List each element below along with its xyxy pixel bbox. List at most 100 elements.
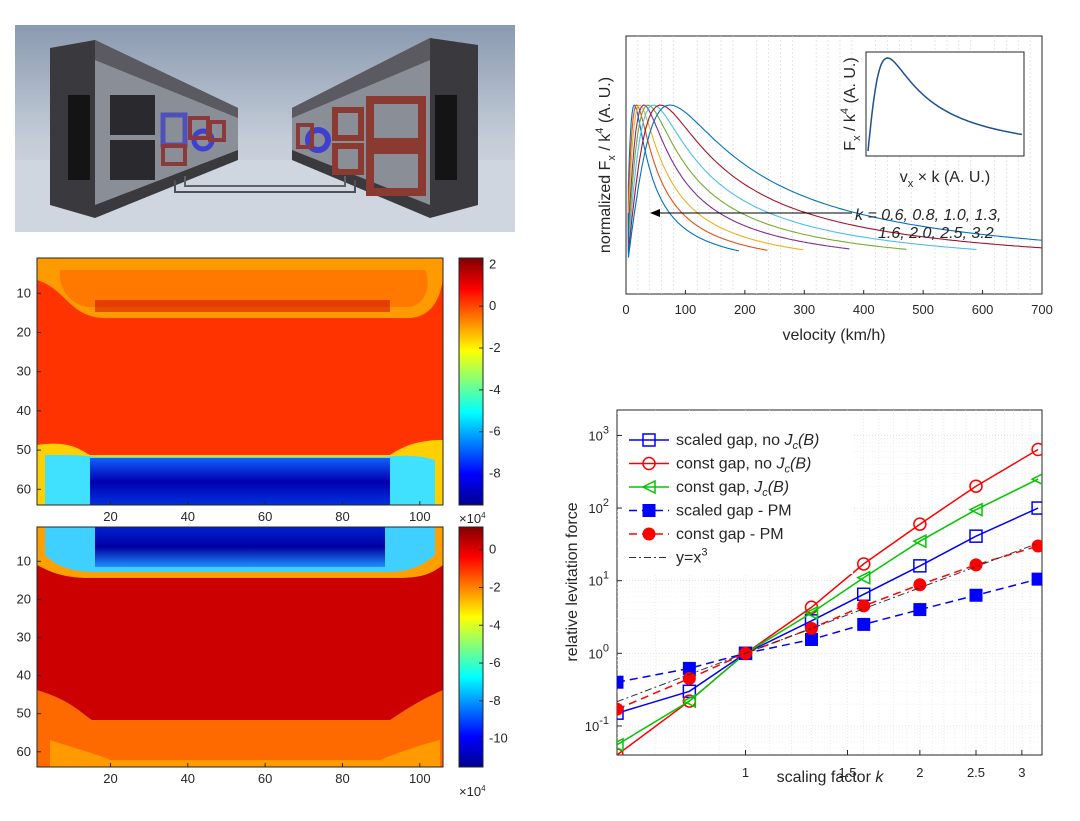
heatmap-y-tick-label: 10 [17, 285, 31, 300]
levitation-point-1-4 [856, 557, 871, 571]
levitation-series-line-5 [617, 542, 1039, 703]
colorbar-tick-label: -2 [489, 340, 501, 355]
velocity-curve-k-3.2 [627, 104, 1042, 258]
inset-x-label: vx × k (A. U.) [900, 169, 990, 190]
levitation-point-4-6 [969, 558, 983, 572]
levitation-point-3-4 [857, 617, 871, 631]
velocity-curves [627, 104, 1042, 258]
k-annotation-arrowhead [650, 209, 660, 217]
levitation-series-line-0 [617, 507, 1039, 714]
right-rail-coils [296, 96, 426, 196]
velocity-grid [637, 36, 1031, 294]
heatmap-top-colorbar-ticks: 2 0 -2 -4 -6 -8 [479, 256, 501, 481]
velocity-y-label: normalized Fx / k4 (A. U.) [594, 77, 618, 253]
heatmap-bottom-lower-band [37, 690, 443, 767]
levitation-y-tick-label: 10-1 [585, 715, 609, 734]
levitation-point-1-5 [913, 517, 927, 531]
levitation-x-tick-label: 3 [1018, 765, 1025, 780]
velocity-curve-k-0.6 [627, 104, 740, 252]
levitation-x-tick-label: 2 [916, 765, 923, 780]
levitation-point-3-3 [805, 632, 819, 646]
heatmap-x-tick-label: 60 [258, 771, 272, 786]
levitation-point-2-7 [1030, 473, 1042, 485]
levitation-series-line-4 [617, 545, 1039, 710]
heatmap-y-tick-label: 10 [17, 553, 31, 568]
levitation-point-1-7 [1031, 442, 1042, 457]
levitation-y-tick-label: 102 [588, 497, 609, 516]
levitation-series-line-2 [617, 478, 1039, 746]
heatmap-x-tick-label: 20 [103, 771, 117, 786]
legend-marker-4 [642, 527, 656, 541]
legend-label-0: scaled gap, no Jc(B) [676, 432, 819, 452]
levitation-point-4-1 [682, 672, 696, 686]
velocity-x-tick-label: 300 [793, 302, 815, 317]
bottom-colorbar-exponent: ×104 [459, 784, 486, 799]
velocity-x-tick-label: 100 [675, 302, 697, 317]
heatmap-bottom-blue-band [95, 527, 385, 567]
levitation-point-4-7 [1031, 539, 1042, 553]
levitation-ticks: 1 1.5 2 2.5 3 10-1 100 101 102 103 [585, 424, 1026, 780]
heatmap-y-tick-label: 20 [17, 324, 31, 339]
legend-label-3: scaled gap - PM [676, 503, 792, 520]
heatmap-x-tick-label: 40 [181, 771, 195, 786]
colorbar-tick-label: -8 [489, 693, 501, 708]
heatmap-top-ticks: 20 40 60 80 100 10 20 30 40 50 60 [17, 285, 431, 524]
velocity-x-tick-label: 200 [734, 302, 756, 317]
heatmap-y-tick-label: 30 [17, 629, 31, 644]
legend-label-2: const gap, Jc(B) [676, 479, 789, 499]
levitation-y-tick-label: 101 [588, 570, 609, 589]
velocity-x-tick-label: 600 [972, 302, 994, 317]
levitation-series-line-3 [617, 578, 1039, 683]
colorbar-tick-label: -4 [489, 382, 501, 397]
levitation-point-4-4 [857, 599, 871, 613]
heatmap-x-tick-label: 100 [409, 771, 431, 786]
levitation-x-label: scaling factor k [777, 769, 885, 786]
levitation-point-0-0 [617, 706, 624, 720]
velocity-x-tick-label: 500 [912, 302, 934, 317]
velocity-x-tick-label: 0 [622, 302, 629, 317]
k-annotation-line2: 1.6, 2.0, 2.5, 3.2 [878, 225, 994, 242]
heatmap-x-tick-label: 60 [258, 509, 272, 524]
velocity-plot: 0 100 200 300 400 500 600 700 velocity (km/h) n… [594, 35, 1053, 344]
levitation-x-tick-label: 1 [742, 765, 749, 780]
levitation-point-2-6 [968, 502, 983, 517]
levitation-x-tick-label: 2.5 [967, 765, 985, 780]
levitation-point-3-0 [617, 675, 624, 689]
heatmap-y-tick-label: 40 [17, 403, 31, 418]
inset-curve [867, 57, 1023, 152]
velocity-x-ticks: 0 100 200 300 400 500 600 700 [622, 290, 1053, 317]
heatmap-y-tick-label: 60 [17, 481, 31, 496]
levitation-series [617, 442, 1042, 755]
heatmap-x-tick-label: 80 [335, 771, 349, 786]
levitation-point-1-0 [617, 748, 624, 755]
colorbar-tick-label: -2 [489, 579, 501, 594]
heatmap-y-tick-label: 50 [17, 706, 31, 721]
heatmap-y-tick-label: 60 [17, 744, 31, 759]
heatmap-x-tick-label: 80 [335, 509, 349, 524]
levitation-x-tick-label: 1.5 [838, 765, 856, 780]
velocity-x-tick-label: 400 [853, 302, 875, 317]
heatmap-bottom-colorbar-ticks: 0 -2 -4 -6 -8 -10 [479, 542, 508, 746]
heatmap-x-tick-label: 40 [181, 509, 195, 524]
levitation-legend: scaled gap, no Jc(B) const gap, no Jc(B) c… [623, 416, 853, 574]
levitation-point-0-6 [969, 529, 983, 543]
velocity-curve-k-1.3 [627, 104, 850, 250]
colorbar-tick-label: -8 [489, 466, 501, 481]
velocity-x-label: velocity (km/h) [782, 327, 885, 344]
levitation-point-3-6 [969, 588, 983, 602]
heatmap-y-tick-label: 30 [17, 364, 31, 379]
levitation-point-0-5 [913, 559, 927, 573]
velocity-curve-k-2.5 [627, 104, 1042, 253]
levitation-point-1-6 [969, 479, 983, 493]
levitation-y-tick-label: 103 [588, 424, 609, 443]
heatmap-bottom-colorbar [458, 526, 484, 768]
velocity-curve-k-2 [627, 104, 977, 251]
levitation-point-3-7 [1031, 572, 1042, 586]
levitation-point-4-3 [805, 621, 819, 635]
legend-marker-1 [642, 456, 656, 471]
rendered-guideway-image [15, 25, 515, 232]
levitation-point-4-0 [617, 702, 624, 716]
velocity-x-tick-label: 700 [1031, 302, 1053, 317]
heatmap-top-blue-band [90, 458, 390, 505]
levitation-point-2-3 [803, 605, 819, 621]
